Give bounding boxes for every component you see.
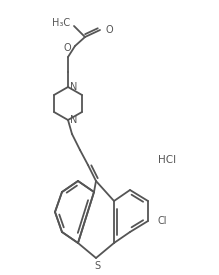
Text: S: S	[94, 261, 100, 271]
Text: O: O	[63, 43, 71, 53]
Text: Cl: Cl	[158, 216, 168, 226]
Text: N: N	[70, 115, 77, 125]
Text: O: O	[105, 25, 113, 35]
Text: N: N	[70, 82, 77, 92]
Text: HCl: HCl	[158, 155, 176, 165]
Text: H₃C: H₃C	[52, 18, 70, 28]
